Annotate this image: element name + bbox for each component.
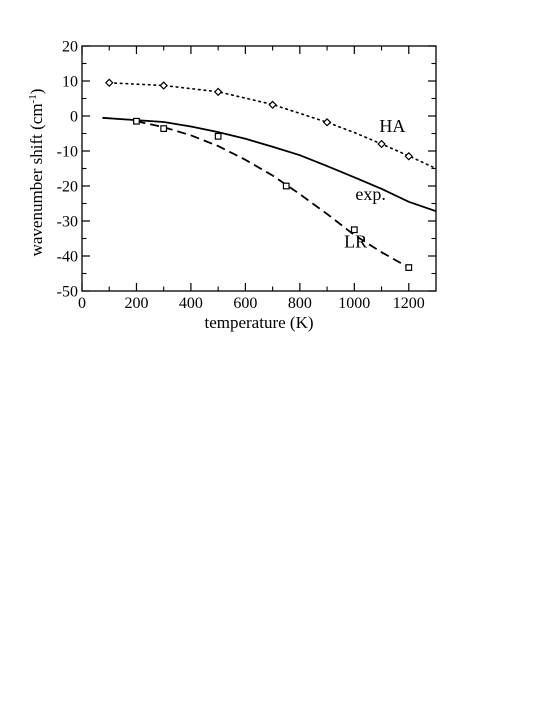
y-tick-label: -10 bbox=[57, 144, 78, 161]
marker-ha bbox=[377, 139, 386, 149]
x-axis-title: temperature (K) bbox=[204, 313, 313, 332]
marker-ha bbox=[213, 87, 223, 97]
marker-lr bbox=[214, 132, 222, 140]
marker-lr bbox=[350, 226, 358, 234]
x-tick-label: 200 bbox=[124, 295, 148, 312]
y-tick-label: -50 bbox=[57, 284, 78, 301]
marker-ha bbox=[322, 118, 332, 127]
y-tick-label: -40 bbox=[57, 249, 78, 266]
y-axis-title-sup: -1 bbox=[27, 94, 39, 103]
curve-label-ha: HA bbox=[379, 116, 405, 136]
marker-lr bbox=[133, 117, 140, 125]
y-axis-title: wavenumber shift (cm-1) bbox=[27, 89, 46, 257]
series-line-exp bbox=[102, 116, 436, 213]
marker-lr bbox=[405, 264, 413, 271]
x-tick-label: 0 bbox=[78, 295, 86, 312]
curves bbox=[102, 82, 436, 269]
y-tick-label: -20 bbox=[57, 179, 78, 196]
marker-lr bbox=[160, 125, 168, 133]
x-tick-label: 800 bbox=[288, 295, 312, 312]
curve-label-exp: exp. bbox=[355, 184, 386, 204]
x-tick-label: 1000 bbox=[338, 295, 370, 312]
marker-ha bbox=[268, 100, 277, 110]
y-tick-label: 10 bbox=[62, 74, 78, 91]
axes: 0 200 400 600 800 1000 1200 20 10 0 -10 -20 -30 -40 -5… bbox=[57, 39, 437, 312]
marker-ha bbox=[159, 81, 168, 90]
markers bbox=[104, 78, 414, 271]
marker-lr bbox=[282, 182, 290, 190]
y-axis-title-end: ) bbox=[27, 89, 46, 95]
marker-ha bbox=[404, 152, 414, 161]
annotations: HA exp. LR bbox=[344, 116, 405, 252]
y-tick-label: 0 bbox=[70, 109, 78, 126]
y-tick-label: 20 bbox=[62, 39, 78, 56]
y-tick-label: -30 bbox=[57, 214, 78, 231]
x-tick-label: 400 bbox=[179, 295, 203, 312]
marker-ha bbox=[104, 78, 114, 87]
series-line-ha bbox=[108, 82, 436, 170]
x-tick-label: 600 bbox=[233, 295, 257, 312]
y-axis-title-main: wavenumber shift (cm bbox=[27, 103, 46, 256]
x-tick-label: 1200 bbox=[393, 295, 425, 312]
series-line-lr bbox=[136, 120, 410, 269]
curve-label-lr: LR bbox=[344, 231, 367, 251]
